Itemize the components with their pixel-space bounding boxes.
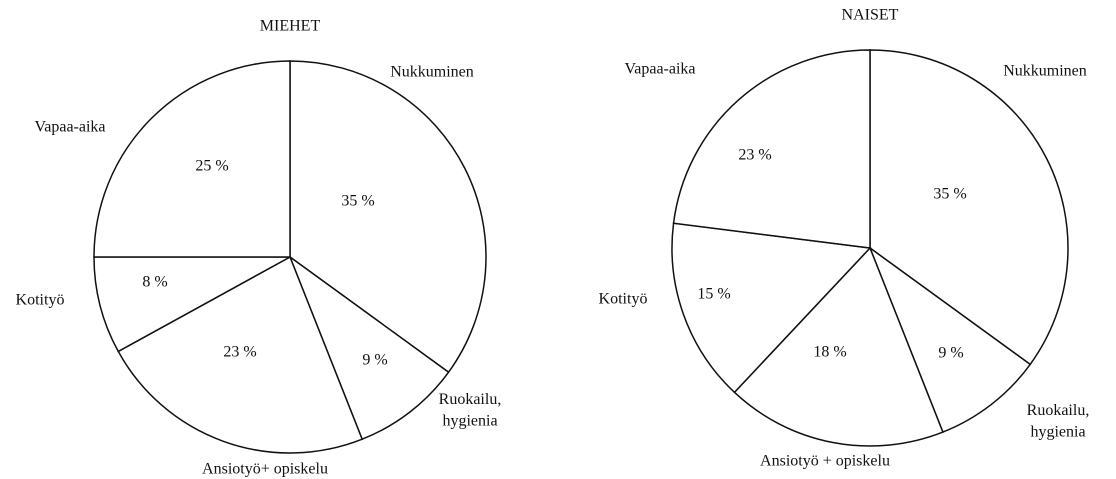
category-label: Kotityö <box>599 291 648 308</box>
category-label: Nukkuminen <box>1003 63 1087 80</box>
value-label: 9 % <box>362 352 387 369</box>
pie-slice <box>671 222 872 394</box>
pie-slice <box>93 60 291 258</box>
pie-slice <box>289 60 487 374</box>
value-label: 35 % <box>341 193 374 210</box>
category-label: Ansiotyö+ opiskelu <box>202 461 328 478</box>
category-label: Ruokailu, hygienia <box>1027 402 1090 441</box>
chart-title: MIEHET <box>260 18 321 35</box>
pie-slice <box>93 256 291 353</box>
pie-slice <box>117 255 364 454</box>
pie-slice <box>288 254 450 441</box>
value-label: 9 % <box>938 345 963 362</box>
value-label: 35 % <box>933 186 966 203</box>
category-label: Vapaa-aika <box>34 119 105 136</box>
category-label: Vapaa-aika <box>624 61 695 78</box>
value-label: 25 % <box>195 158 228 175</box>
pie-slice <box>869 49 1069 366</box>
pie-slice <box>733 246 944 447</box>
pie-slice <box>868 245 1032 434</box>
value-label: 18 % <box>813 344 846 361</box>
value-label: 15 % <box>697 286 730 303</box>
category-label: Ruokailu, hygienia <box>439 391 502 430</box>
value-label: 23 % <box>223 344 256 361</box>
value-label: 8 % <box>142 274 167 291</box>
pie-slice <box>672 49 871 249</box>
category-label: Nukkuminen <box>390 64 474 81</box>
chart-title: NAISET <box>842 7 899 24</box>
value-label: 23 % <box>738 147 771 164</box>
category-label: Ansiotyö + opiskelu <box>760 453 890 470</box>
category-label: Kotityö <box>16 292 65 309</box>
